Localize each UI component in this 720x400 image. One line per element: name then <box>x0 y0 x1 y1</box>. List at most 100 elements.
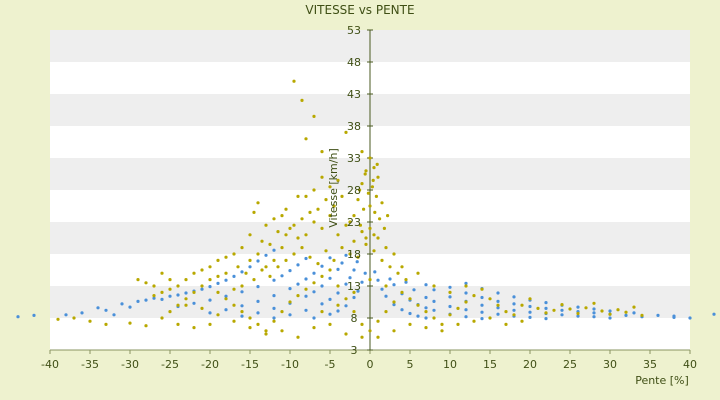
data-point <box>260 239 264 243</box>
data-point <box>364 242 368 246</box>
data-point <box>408 311 412 316</box>
data-point <box>248 326 252 330</box>
data-point <box>276 230 280 234</box>
data-point <box>324 249 328 253</box>
data-point <box>184 297 188 301</box>
data-point <box>384 310 388 314</box>
data-point <box>528 315 532 319</box>
data-point <box>328 312 332 316</box>
y-tick-label: 18 <box>347 248 361 261</box>
data-point <box>392 329 396 333</box>
data-point <box>378 217 382 221</box>
data-point <box>432 316 436 320</box>
data-point <box>496 306 500 310</box>
data-point <box>336 291 340 295</box>
y-tick-label: 23 <box>347 216 361 229</box>
data-point <box>232 252 236 256</box>
data-point <box>416 303 420 307</box>
y-tick-label: 13 <box>347 280 361 293</box>
x-tick-label: 40 <box>683 358 697 371</box>
data-point <box>224 271 228 275</box>
data-point <box>160 297 164 301</box>
data-point <box>236 265 240 269</box>
data-point <box>424 295 428 300</box>
data-point <box>592 311 596 315</box>
data-point <box>292 223 296 227</box>
data-point <box>552 308 556 312</box>
data-point <box>316 262 320 266</box>
data-point <box>80 311 84 315</box>
data-point <box>336 303 340 307</box>
data-point <box>536 306 540 310</box>
data-point <box>400 265 404 269</box>
data-point <box>268 242 272 246</box>
data-point <box>312 220 316 224</box>
data-point <box>344 253 348 257</box>
data-point <box>276 265 280 269</box>
data-point <box>176 303 180 307</box>
data-point <box>320 264 324 268</box>
data-point <box>360 335 364 339</box>
x-tick-label: -25 <box>161 358 179 371</box>
data-point <box>332 258 336 262</box>
data-point <box>224 255 228 259</box>
data-point <box>348 276 352 280</box>
data-point <box>312 281 316 285</box>
data-point <box>380 287 384 291</box>
data-point <box>184 291 188 295</box>
data-point <box>192 326 196 330</box>
x-tick-label: 0 <box>367 358 374 371</box>
data-point <box>448 313 452 317</box>
data-point <box>352 290 356 294</box>
data-point <box>248 258 252 262</box>
data-point <box>464 315 468 319</box>
data-point <box>312 271 316 275</box>
data-point <box>672 314 676 318</box>
data-point <box>280 310 284 314</box>
data-point <box>224 297 228 301</box>
data-point <box>480 295 484 300</box>
data-point <box>496 291 500 295</box>
data-point <box>488 316 492 320</box>
data-point <box>324 198 328 202</box>
data-point <box>424 326 428 330</box>
data-point <box>592 307 596 311</box>
data-point <box>386 214 390 218</box>
data-point <box>356 255 360 259</box>
data-point <box>240 270 244 274</box>
data-point <box>372 233 376 237</box>
data-point <box>272 319 276 323</box>
data-point <box>112 313 116 317</box>
data-point <box>382 226 386 230</box>
data-point <box>472 319 476 323</box>
data-point <box>252 278 256 282</box>
data-point <box>200 268 204 272</box>
data-point <box>128 305 132 309</box>
data-point <box>392 283 396 287</box>
data-point <box>144 281 148 285</box>
data-point <box>364 169 368 173</box>
data-point <box>336 233 340 237</box>
data-point <box>208 285 212 289</box>
data-point <box>160 271 164 275</box>
data-point <box>424 316 428 320</box>
y-tick-label: 8 <box>351 312 358 325</box>
data-point <box>304 233 308 237</box>
data-point <box>176 322 180 326</box>
data-point <box>712 312 716 316</box>
data-point <box>360 150 364 154</box>
data-point <box>364 236 368 240</box>
x-tick-label: 5 <box>407 358 414 371</box>
data-point <box>362 207 366 211</box>
data-point <box>120 302 124 306</box>
data-point <box>304 137 308 141</box>
data-point <box>576 311 580 316</box>
data-point <box>632 311 636 315</box>
y-tick-label: 53 <box>347 24 361 37</box>
data-point <box>160 316 164 320</box>
data-point <box>256 252 260 256</box>
data-point <box>312 316 316 320</box>
data-point <box>388 277 392 281</box>
data-point <box>248 233 252 237</box>
